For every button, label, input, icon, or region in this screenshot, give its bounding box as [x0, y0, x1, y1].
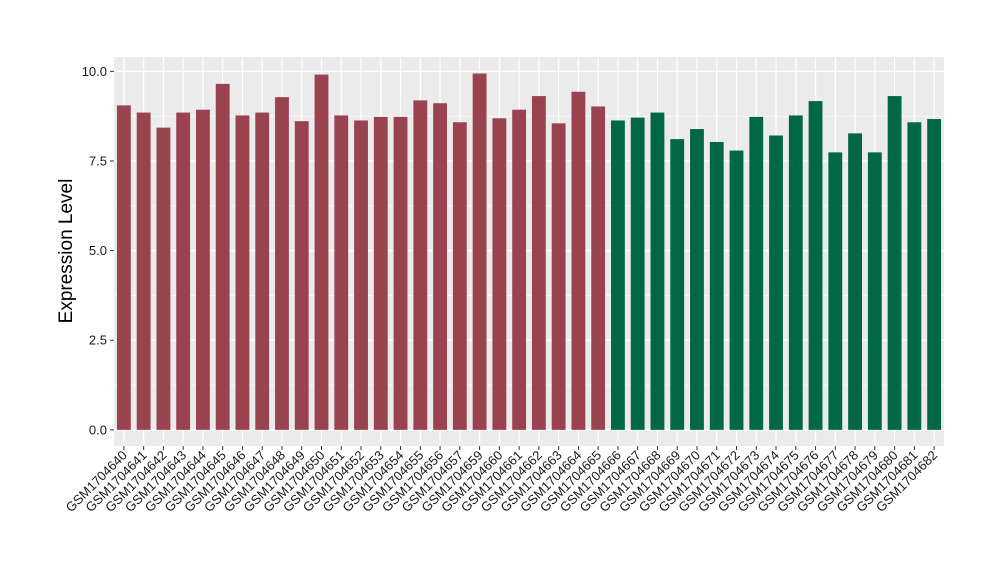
bar-GSM1704654: [393, 116, 408, 430]
bar-GSM1704663: [551, 123, 566, 430]
y-tick-label: 7.5: [89, 153, 107, 168]
bar-GSM1704642: [156, 127, 171, 430]
bar-GSM1704674: [769, 135, 783, 430]
bar-GSM1704640: [116, 105, 131, 430]
bar-GSM1704666: [611, 120, 625, 430]
bar-GSM1704649: [294, 121, 309, 430]
bar-GSM1704676: [808, 101, 823, 430]
bar-GSM1704648: [275, 97, 289, 430]
bar-GSM1704653: [373, 116, 388, 430]
bar-GSM1704678: [848, 133, 862, 430]
bar-GSM1704665: [591, 106, 606, 430]
bar-GSM1704657: [452, 122, 467, 430]
bar-GSM1704662: [531, 96, 546, 430]
bar-GSM1704652: [354, 120, 368, 430]
bar-GSM1704664: [571, 91, 586, 430]
bar-GSM1704646: [235, 115, 250, 430]
bar-GSM1704650: [314, 74, 329, 430]
bar-GSM1704680: [887, 96, 902, 430]
bar-GSM1704660: [492, 118, 507, 430]
y-axis: 0.0 2.5 5.0 7.5 10.0: [82, 64, 114, 437]
x-axis: GSM1704640GSM1704641GSM1704642GSM1704643…: [63, 446, 940, 515]
bar-GSM1704641: [136, 112, 151, 430]
bar-GSM1704672: [729, 150, 744, 430]
bar-GSM1704670: [690, 129, 704, 430]
bar-GSM1704645: [215, 83, 230, 430]
y-tick-label: 10.0: [82, 64, 107, 79]
y-tick-label: 5.0: [89, 243, 107, 258]
bar-GSM1704677: [828, 152, 843, 430]
bar-GSM1704668: [650, 112, 665, 430]
bar-GSM1704673: [749, 116, 764, 430]
bar-GSM1704661: [512, 109, 527, 430]
bar-GSM1704681: [907, 122, 922, 430]
bar-GSM1704643: [176, 112, 191, 430]
bar-GSM1704659: [472, 73, 487, 430]
y-tick-label: 0.0: [89, 422, 107, 437]
bar-GSM1704682: [927, 119, 942, 430]
bar-GSM1704675: [788, 115, 803, 430]
bar-GSM1704655: [413, 100, 428, 430]
bars: [116, 73, 942, 430]
y-axis-title: Expression Level: [56, 179, 77, 324]
bar-GSM1704644: [196, 109, 210, 430]
plot-panel: [114, 57, 944, 446]
bar-GSM1704647: [255, 112, 270, 430]
bar-GSM1704667: [630, 117, 645, 430]
bar-GSM1704671: [709, 141, 724, 430]
y-tick-label: 2.5: [89, 333, 107, 348]
bar-GSM1704651: [334, 115, 349, 430]
bar-GSM1704679: [867, 152, 882, 430]
bar-GSM1704669: [670, 139, 685, 430]
bar-GSM1704656: [433, 103, 447, 430]
